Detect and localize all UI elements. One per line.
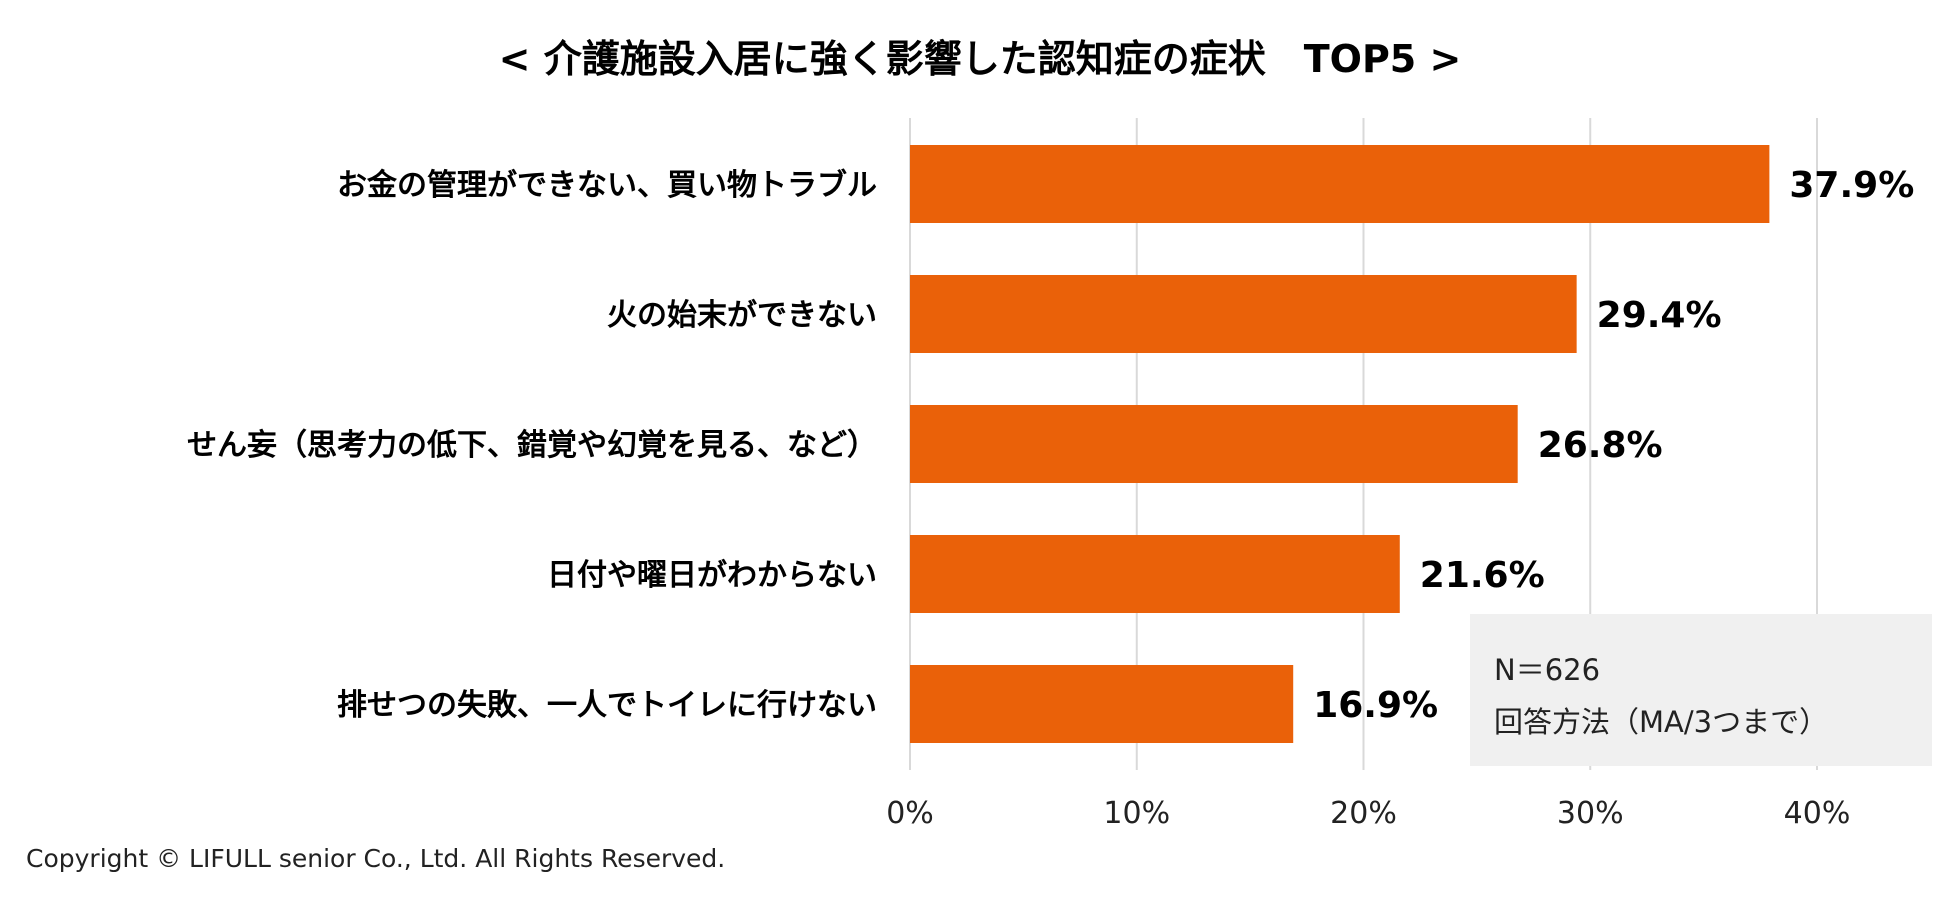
- category-label: 火の始末ができない: [607, 298, 877, 333]
- answer-method-note: 回答方法（MA/3つまで）: [1494, 705, 1829, 739]
- bars: [910, 145, 1770, 743]
- note-box: N＝626 回答方法（MA/3つまで）: [1470, 614, 1932, 766]
- x-tick-label: 10%: [1103, 796, 1170, 831]
- x-tick-label: 40%: [1784, 796, 1851, 831]
- data-label: 29.4%: [1597, 295, 1722, 336]
- category-labels: お金の管理ができない、買い物トラブル火の始末ができないせん妄（思考力の低下、錯覚…: [187, 168, 877, 723]
- x-axis-ticks: 0% 10% 20% 30% 40%: [886, 796, 1850, 831]
- bar: [910, 535, 1400, 613]
- data-label: 37.9%: [1789, 165, 1914, 206]
- x-tick-label: 30%: [1557, 796, 1624, 831]
- category-label: せん妄（思考力の低下、錯覚や幻覚を見る、など）: [187, 428, 877, 463]
- category-label: 日付や曜日がわからない: [547, 558, 877, 593]
- data-label: 21.6%: [1420, 555, 1545, 596]
- bar: [910, 275, 1577, 353]
- chart-title: < 介護施設入居に強く影響した認知症の症状 TOP5 >: [499, 37, 1462, 81]
- sample-size-note: N＝626: [1494, 653, 1601, 687]
- value-labels: 37.9% 29.4% 26.8% 21.6% 16.9%: [1313, 165, 1914, 726]
- x-tick-label: 0%: [886, 796, 934, 831]
- x-tick-label: 20%: [1330, 796, 1397, 831]
- data-label: 26.8%: [1538, 425, 1663, 466]
- bar: [910, 405, 1518, 483]
- category-label: 排せつの失敗、一人でトイレに行けない: [337, 688, 877, 723]
- bar: [910, 665, 1294, 743]
- category-label: お金の管理ができない、買い物トラブル: [337, 168, 877, 203]
- data-label: 16.9%: [1313, 685, 1438, 726]
- bar: [910, 145, 1770, 223]
- copyright-text: Copyright © LIFULL senior Co., Ltd. All …: [26, 844, 726, 873]
